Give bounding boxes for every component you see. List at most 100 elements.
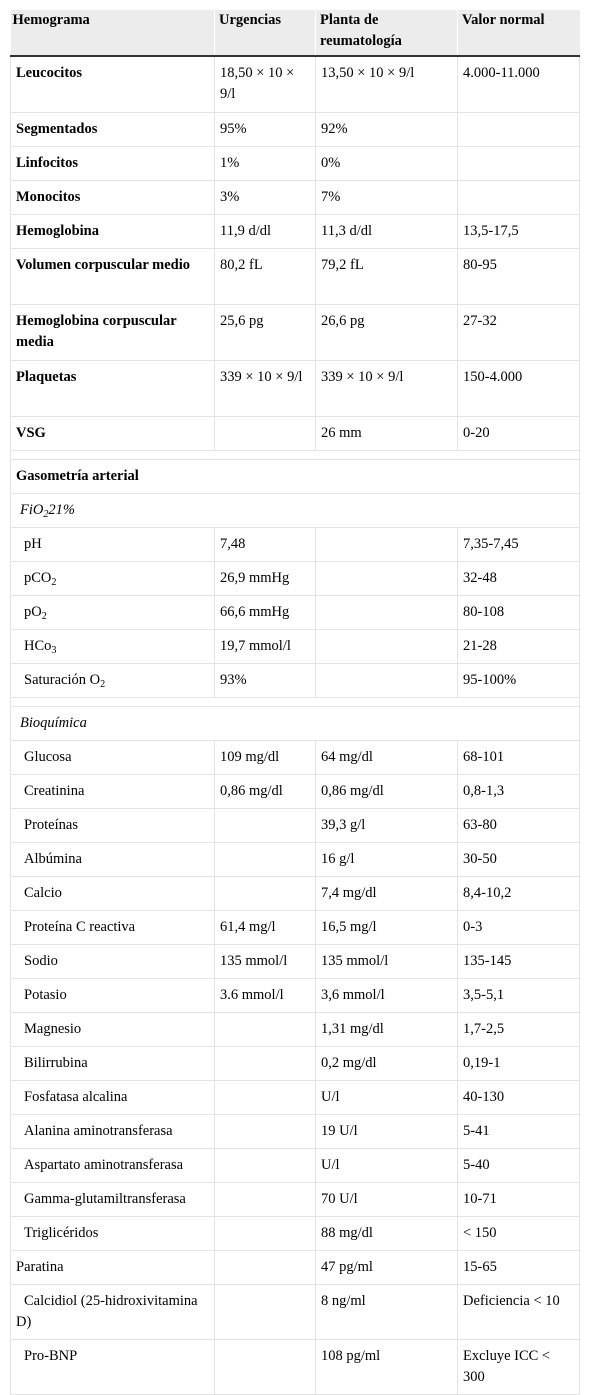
cell-planta: 0,86 mg/dl [315,774,458,809]
table-row: pCO2 26,9 mmHg 32-48 [10,561,580,596]
section-row: Gasometría arterial [10,459,580,494]
cell-normal: 80-108 [457,595,580,630]
row-label: Saturación O2 [10,663,215,698]
cell-normal: 3,5-5,1 [457,978,580,1013]
table-row: Pro-BNP 108 pg/ml Excluye ICC < 300 [10,1339,580,1395]
cell-normal: 80-95 [457,248,580,305]
row-label: Leucocitos [10,55,215,113]
table-row: Hemoglobina 11,9 d/dl 11,3 d/dl 13,5-17,… [10,214,580,249]
cell-urgencias [214,876,316,911]
cell-urgencias [214,1148,316,1183]
cell-planta: 47 pg/ml [315,1250,458,1285]
cell-planta: 64 mg/dl [315,740,458,775]
table-row: Leucocitos 18,50 × 10 × 9/l 13,50 × 10 ×… [10,55,580,113]
table-row: Plaquetas 339 × 10 × 9/l 339 × 10 × 9/l … [10,360,580,417]
cell-planta [315,663,458,698]
cell-planta: 16,5 mg/l [315,910,458,945]
cell-normal: 95-100% [457,663,580,698]
cell-normal: 7,35-7,45 [457,527,580,562]
cell-planta: 13,50 × 10 × 9/l [315,55,458,113]
cell-normal [457,112,580,147]
row-label: pH [10,527,215,562]
table-row: Proteína C reactiva 61,4 mg/l 16,5 mg/l … [10,910,580,945]
cell-normal: 10-71 [457,1182,580,1217]
cell-urgencias [214,808,316,843]
row-label: pO2 [10,595,215,630]
spacer-row [10,697,580,707]
cell-urgencias [214,1080,316,1115]
cell-urgencias: 66,6 mmHg [214,595,316,630]
row-label: Albúmina [10,842,215,877]
fio2-value: 21% [48,502,76,518]
cell-urgencias: 3.6 mmol/l [214,978,316,1013]
cell-normal [457,180,580,215]
row-label: VSG [10,416,215,451]
cell-urgencias: 80,2 fL [214,248,316,305]
cell-planta: 70 U/l [315,1182,458,1217]
cell-normal [457,146,580,181]
cell-planta: 11,3 d/dl [315,214,458,249]
cell-urgencias [214,1114,316,1149]
cell-urgencias [214,416,316,451]
row-label: Glucosa [10,740,215,775]
cell-urgencias: 95% [214,112,316,147]
cell-normal: 4.000-11.000 [457,55,580,113]
row-label: Linfocitos [10,146,215,181]
cell-urgencias: 0,86 mg/dl [214,774,316,809]
cell-urgencias: 339 × 10 × 9/l [214,360,316,417]
table-row: Glucosa 109 mg/dl 64 mg/dl 68-101 [10,740,580,775]
cell-normal: 13,5-17,5 [457,214,580,249]
row-label: pCO2 [10,561,215,596]
table-row: Monocitos 3% 7% [10,180,580,215]
cell-planta: 1,31 mg/dl [315,1012,458,1047]
table-row: HCo3 19,7 mmol/l 21-28 [10,629,580,664]
cell-urgencias: 11,9 d/dl [214,214,316,249]
cell-planta: 7,4 mg/dl [315,876,458,911]
table-row: VSG 26 mm 0-20 [10,416,580,451]
table-row: Alanina aminotransferasa 19 U/l 5-41 [10,1114,580,1149]
row-label: Creatinina [10,774,215,809]
cell-planta: 3,6 mmol/l [315,978,458,1013]
cell-planta: 339 × 10 × 9/l [315,360,458,417]
row-label: Magnesio [10,1012,215,1047]
cell-normal: 21-28 [457,629,580,664]
col-header-hemograma: Hemograma [10,10,215,57]
row-label: Hemoglobina [10,214,215,249]
col-header-planta: Planta de reumatología [315,10,458,57]
cell-planta: 39,3 g/l [315,808,458,843]
cell-planta: 79,2 fL [315,248,458,305]
row-label: Bilirrubina [10,1046,215,1081]
row-label: Calcidiol (25-hidroxivitamina D) [10,1284,215,1340]
row-label: Calcio [10,876,215,911]
table-row: Gamma-glutamiltransferasa 70 U/l 10-71 [10,1182,580,1217]
table-row: Segmentados 95% 92% [10,112,580,147]
table-row: Magnesio 1,31 mg/dl 1,7-2,5 [10,1012,580,1047]
section-title-gasometria: Gasometría arterial [10,459,580,494]
cell-normal: 8,4-10,2 [457,876,580,911]
table-row: Bilirrubina 0,2 mg/dl 0,19-1 [10,1046,580,1081]
table-row: Creatinina 0,86 mg/dl 0,86 mg/dl 0,8-1,3 [10,774,580,809]
table-row: Fosfatasa alcalina U/l 40-130 [10,1080,580,1115]
table-row: pO2 66,6 mmHg 80-108 [10,595,580,630]
cell-planta [315,527,458,562]
cell-urgencias [214,1284,316,1340]
table-row: Albúmina 16 g/l 30-50 [10,842,580,877]
cell-planta [315,629,458,664]
row-label: Alanina aminotransferasa [10,1114,215,1149]
cell-urgencias: 7,48 [214,527,316,562]
cell-planta: 0,2 mg/dl [315,1046,458,1081]
cell-normal: Deficiencia < 10 [457,1284,580,1340]
spacer-row [10,450,580,460]
cell-urgencias: 61,4 mg/l [214,910,316,945]
cell-planta: 8 ng/ml [315,1284,458,1340]
row-label: Fosfatasa alcalina [10,1080,215,1115]
cell-urgencias: 26,9 mmHg [214,561,316,596]
cell-planta: 26 mm [315,416,458,451]
cell-urgencias [214,1250,316,1285]
col-header-valor-normal: Valor normal [457,10,580,57]
cell-urgencias [214,1182,316,1217]
cell-normal: 5-40 [457,1148,580,1183]
table-row: Proteínas 39,3 g/l 63-80 [10,808,580,843]
cell-normal: 0-20 [457,416,580,451]
table-row: Volumen corpuscular medio 80,2 fL 79,2 f… [10,248,580,305]
